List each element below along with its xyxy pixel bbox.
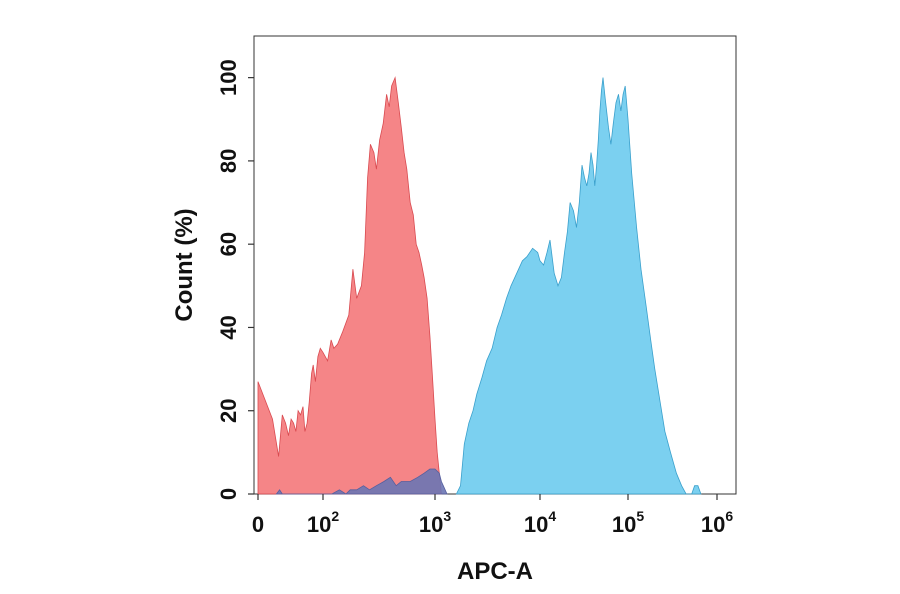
x-tick-label: 105 xyxy=(612,508,644,537)
histogram-series-3 xyxy=(275,468,448,495)
histogram-areas xyxy=(257,76,702,495)
histogram-series-2 xyxy=(455,77,702,495)
x-tick-label: 103 xyxy=(419,508,451,537)
y-tick-label: 40 xyxy=(216,315,241,339)
histogram-series-1 xyxy=(257,76,442,495)
x-axis-title: APC-A xyxy=(457,558,533,585)
y-tick-label: 0 xyxy=(216,488,241,500)
y-tick-label: 60 xyxy=(216,232,241,256)
y-tick-label: 20 xyxy=(216,398,241,422)
x-tick-label: 104 xyxy=(524,508,556,537)
y-axis: 0 20 40 60 80 100 xyxy=(216,59,254,500)
x-tick-label: 0 xyxy=(252,512,264,537)
x-axis: 0 102 103 104 105 106 xyxy=(252,494,733,537)
x-tick-label: 106 xyxy=(701,508,733,537)
y-axis-title: Count (%) xyxy=(171,208,198,321)
y-tick-label: 80 xyxy=(216,149,241,173)
y-tick-label: 100 xyxy=(216,59,241,96)
x-tick-label: 102 xyxy=(307,508,339,537)
